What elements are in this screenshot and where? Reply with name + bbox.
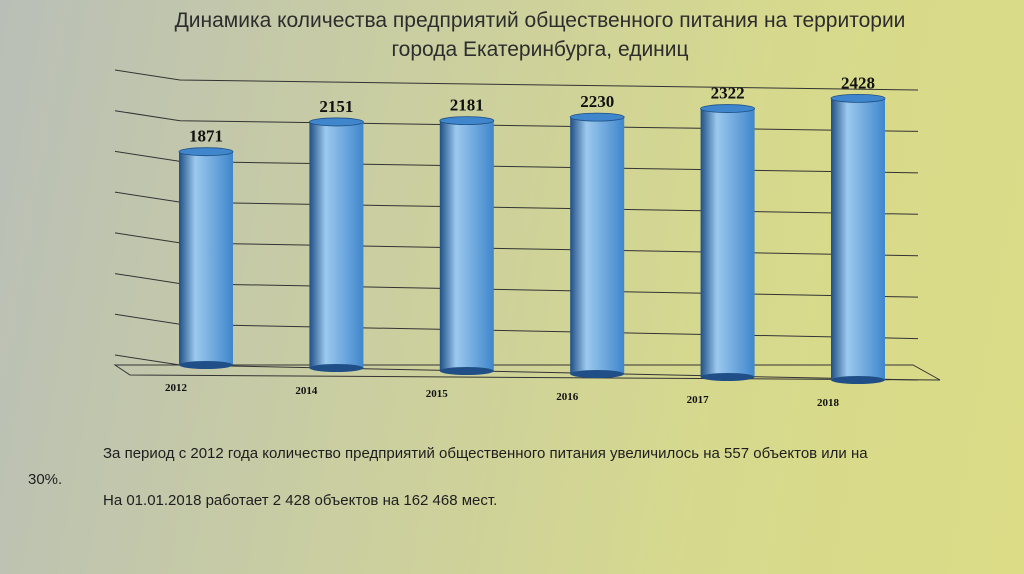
x-tick-label-2017: 2017: [687, 394, 710, 406]
gridline: [114, 191, 919, 215]
bar-2012: [178, 147, 234, 369]
bar-2015: [439, 116, 495, 375]
summary-text-line-3: На 01.01.2018 работает 2 428 объектов на…: [103, 492, 498, 509]
gridline: [114, 354, 919, 381]
bar-2017: [700, 104, 755, 381]
gridline: [114, 69, 919, 91]
bar-2016: [569, 112, 625, 378]
summary-text-line-2: 30%.: [28, 471, 63, 488]
summary-text-line-1: За период с 2012 года количество предпри…: [103, 445, 868, 462]
data-label-2018: 2428: [841, 73, 875, 92]
bar-2014: [308, 117, 364, 372]
x-tick-label-2014: 2014: [295, 385, 318, 397]
gridline: [114, 273, 919, 298]
x-tick-label-2018: 2018: [817, 397, 840, 409]
data-label-2016: 2230: [580, 92, 614, 111]
gridline: [114, 232, 919, 257]
x-tick-label-2015: 2015: [426, 388, 449, 400]
bar-2018: [830, 93, 886, 384]
chart-title: Динамика количества предприятий обществе…: [90, 6, 990, 64]
gridline: [114, 150, 919, 174]
chart-floor: [113, 364, 941, 381]
x-tick-label-2016: 2016: [556, 391, 579, 403]
chart-title-line-1: Динамика количества предприятий обществе…: [174, 9, 906, 32]
chart-title-line-2: города Екатеринбурга, единиц: [391, 38, 689, 61]
gridline: [114, 110, 919, 132]
bar-chart: 1871 2012 2151 2014 2181 2015 2230 2016 2322 2017…: [113, 69, 941, 409]
data-label-2014: 2151: [319, 97, 353, 116]
data-label-2015: 2181: [450, 96, 484, 115]
gridline: [114, 313, 919, 340]
x-tick-label-2012: 2012: [165, 382, 188, 394]
data-label-2012: 1871: [189, 127, 223, 146]
data-label-2017: 2322: [711, 84, 745, 103]
